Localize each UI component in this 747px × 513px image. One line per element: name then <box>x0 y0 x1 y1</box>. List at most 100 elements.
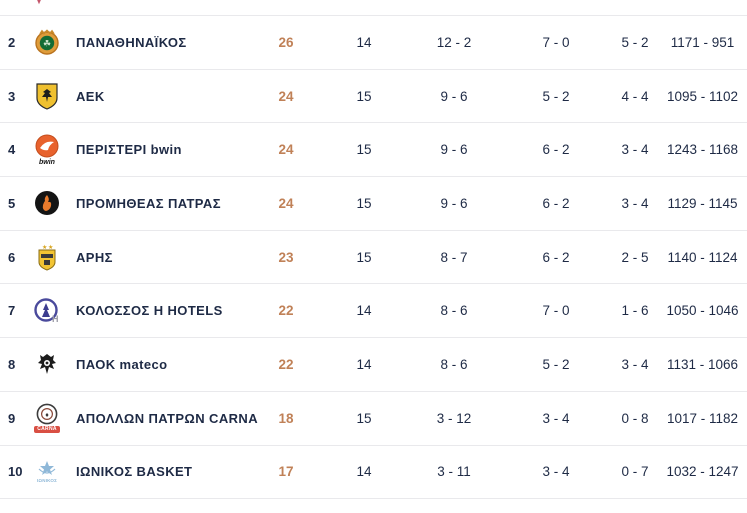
rank-number: 6 <box>8 249 16 265</box>
away-record: 0 - 8 <box>621 410 649 426</box>
home-record: 5 - 2 <box>542 356 570 372</box>
points-for-against: 1050 - 1046 <box>666 303 739 319</box>
home-record: 6 - 2 <box>542 249 570 265</box>
away-record: 2 - 5 <box>621 249 649 265</box>
points-value: 26 <box>278 34 294 50</box>
table-row-7[interactable]: 7 H ΚΟΛΟΣΣΟΣ Η HOTELS 22 14 8 - 6 7 - 0 … <box>0 284 747 339</box>
table-row-4[interactable]: 4 bwin ΠΕΡΙΣΤΕΡΙ bwin 24 15 9 - 6 6 - 2 … <box>0 123 747 178</box>
rank-number: 7 <box>8 303 16 319</box>
team-logo-promitheas-icon <box>34 190 60 216</box>
team-logo-caption: bwin <box>39 158 55 166</box>
games-played-value: 15 <box>356 195 372 211</box>
points-for-against: 1171 - 951 <box>670 34 735 50</box>
games-played-value: 14 <box>356 356 372 372</box>
svg-text:H: H <box>52 314 59 324</box>
home-record: 6 - 2 <box>542 195 570 211</box>
rank-number: 4 <box>8 142 16 158</box>
standings-rows: 2 ☘ ΠΑΝΑΘΗΝΑΪΚΟΣ 26 14 12 - 2 7 - 0 5 - … <box>0 16 747 500</box>
table-row-8[interactable]: 8 ΠΑΟΚ mateco 22 14 8 - 6 5 - 2 3 - 4 11… <box>0 338 747 392</box>
points-value: 22 <box>278 356 294 372</box>
points-for-against: 1032 - 1247 <box>666 464 739 480</box>
team-logo: ΙΩΝΙΚΟΣ <box>32 460 62 484</box>
team-name: ΙΩΝΙΚΟΣ BASKET <box>76 464 193 480</box>
home-record: 6 - 2 <box>542 142 570 158</box>
win-loss-record: 3 - 12 <box>436 410 472 426</box>
points-value: 17 <box>278 464 294 480</box>
rank-number: 8 <box>8 356 16 372</box>
table-row-3[interactable]: 3 ΑΕΚ 24 15 9 - 6 5 - 2 4 - 4 1095 - 110… <box>0 69 747 124</box>
home-record: 7 - 0 <box>542 303 570 319</box>
points-value: 24 <box>278 142 294 158</box>
team-logo-panathinaikos-icon: ☘ <box>34 29 60 56</box>
away-record: 3 - 4 <box>621 356 649 372</box>
team-logo-aek-icon <box>35 82 59 110</box>
team-logo-aris-icon: ★ ★ <box>34 243 60 271</box>
team-logo-paok-icon <box>34 351 60 377</box>
team-logo <box>32 82 62 110</box>
points-for-against: 1129 - 1145 <box>667 195 738 211</box>
points-value: 23 <box>278 249 294 265</box>
rank-number: 5 <box>8 195 16 211</box>
rank-number: 2 <box>8 34 16 50</box>
games-played-value: 15 <box>356 410 372 426</box>
win-loss-record: 9 - 6 <box>440 195 468 211</box>
team-logo-caption: ΙΩΝΙΚΟΣ <box>36 478 57 484</box>
team-name: ΑΠΟΛΛΩΝ ΠΑΤΡΩΝ CARNA <box>76 410 258 426</box>
table-row-partial-top <box>0 0 747 16</box>
team-logo: H <box>32 298 62 324</box>
points-for-against: 1243 - 1168 <box>666 142 739 158</box>
games-played-value: 14 <box>356 464 372 480</box>
points-for-against: 1140 - 1124 <box>667 249 738 265</box>
games-played-value: 15 <box>356 249 372 265</box>
team-logo: bwin <box>32 134 62 166</box>
points-value: 24 <box>278 88 294 104</box>
team-name: ΠΑΟΚ mateco <box>76 356 168 372</box>
svg-text:☘: ☘ <box>43 39 51 49</box>
svg-text:★: ★ <box>42 244 47 251</box>
team-logo-ionikos-icon <box>37 460 57 478</box>
points-value: 18 <box>278 410 294 426</box>
away-record: 0 - 7 <box>621 464 649 480</box>
win-loss-record: 8 - 6 <box>440 303 468 319</box>
table-row-10[interactable]: 10 ΙΩΝΙΚΟΣ ΙΩΝΙΚΟΣ BASKET 17 14 3 - 11 3… <box>0 445 747 500</box>
away-record: 3 - 4 <box>621 195 649 211</box>
team-name: ΑΕΚ <box>76 88 105 104</box>
team-logo: ♦ CARNA <box>32 403 62 434</box>
games-played-value: 14 <box>356 34 372 50</box>
points-value: 22 <box>278 303 294 319</box>
games-played-value: 14 <box>356 303 372 319</box>
team-name: ΑΡΗΣ <box>76 249 113 265</box>
points-for-against: 1017 - 1182 <box>666 410 739 426</box>
team-logo-partial-red-icon <box>30 0 48 11</box>
team-logo: ☘ <box>32 29 62 56</box>
win-loss-record: 8 - 7 <box>440 249 468 265</box>
team-name: ΠΡΟΜΗΘΕΑΣ ΠΑΤΡΑΣ <box>76 195 221 211</box>
away-record: 3 - 4 <box>621 142 649 158</box>
win-loss-record: 3 - 11 <box>437 464 471 480</box>
svg-text:♦: ♦ <box>45 412 49 419</box>
home-record: 3 - 4 <box>542 464 570 480</box>
team-logo-caption: CARNA <box>34 426 60 434</box>
points-for-against: 1131 - 1066 <box>666 356 739 372</box>
rank-number: 10 <box>8 464 23 480</box>
away-record: 5 - 2 <box>621 34 649 50</box>
win-loss-record: 9 - 6 <box>440 88 468 104</box>
points-for-against: 1095 - 1102 <box>666 88 739 104</box>
table-row-5[interactable]: 5 ΠΡΟΜΗΘΕΑΣ ΠΑΤΡΑΣ 24 15 9 - 6 6 - 2 3 -… <box>0 177 747 231</box>
win-loss-record: 8 - 6 <box>440 356 468 372</box>
home-record: 3 - 4 <box>542 410 570 426</box>
games-played-value: 15 <box>356 88 372 104</box>
table-row-6[interactable]: 6 ★ ★ ΑΡΗΣ 23 15 8 - 7 6 - 2 2 - 5 1140 -… <box>0 230 747 285</box>
table-row-partial-bottom <box>0 499 747 513</box>
team-logo-apollon-icon: ♦ <box>36 403 58 425</box>
table-row-9[interactable]: 9 ♦ CARNA ΑΠΟΛΛΩΝ ΠΑΤΡΩΝ CARNA 18 15 3 -… <box>0 391 747 446</box>
home-record: 5 - 2 <box>542 88 570 104</box>
team-logo: ★ ★ <box>32 243 62 271</box>
team-logo-kolossos-icon: H <box>34 298 60 324</box>
table-row-2[interactable]: 2 ☘ ΠΑΝΑΘΗΝΑΪΚΟΣ 26 14 12 - 2 7 - 0 5 - … <box>0 16 747 70</box>
away-record: 1 - 6 <box>621 303 649 319</box>
home-record: 7 - 0 <box>542 34 570 50</box>
team-name: ΚΟΛΟΣΣΟΣ Η HOTELS <box>76 303 223 319</box>
team-logo <box>32 351 62 377</box>
